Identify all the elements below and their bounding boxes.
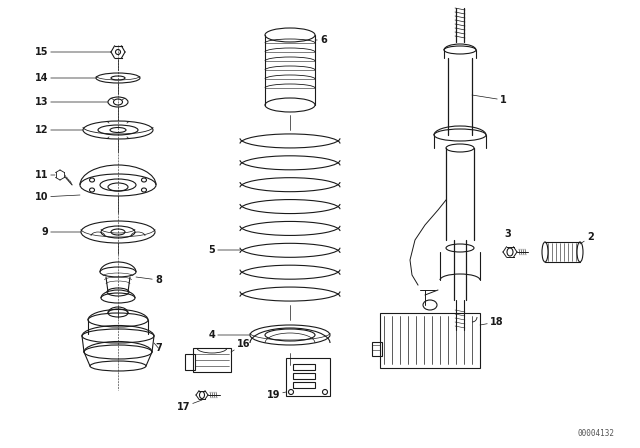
Text: 19: 19 <box>266 390 286 400</box>
Bar <box>293 364 315 370</box>
Bar <box>185 354 195 370</box>
Bar <box>372 342 382 356</box>
Text: 7: 7 <box>154 343 162 353</box>
Bar <box>286 358 330 396</box>
Text: 9: 9 <box>41 227 81 237</box>
Text: 10: 10 <box>35 192 80 202</box>
Text: 2: 2 <box>580 232 594 244</box>
Text: 16: 16 <box>231 339 250 352</box>
Text: 5: 5 <box>208 245 240 255</box>
Text: 15: 15 <box>35 47 111 57</box>
Text: 4: 4 <box>208 330 250 340</box>
Text: 11: 11 <box>35 170 55 180</box>
Text: 6: 6 <box>315 35 327 45</box>
Bar <box>293 373 315 379</box>
Text: 00004132: 00004132 <box>578 429 615 438</box>
Bar <box>380 313 480 368</box>
Bar <box>193 348 231 372</box>
Text: 14: 14 <box>35 73 96 83</box>
Text: 13: 13 <box>35 97 108 107</box>
Text: 8: 8 <box>136 275 162 285</box>
Text: 17: 17 <box>177 400 202 412</box>
Text: 18: 18 <box>480 317 504 327</box>
Text: 1: 1 <box>472 95 507 105</box>
Text: 3: 3 <box>504 229 511 239</box>
Text: 12: 12 <box>35 125 83 135</box>
Bar <box>293 382 315 388</box>
